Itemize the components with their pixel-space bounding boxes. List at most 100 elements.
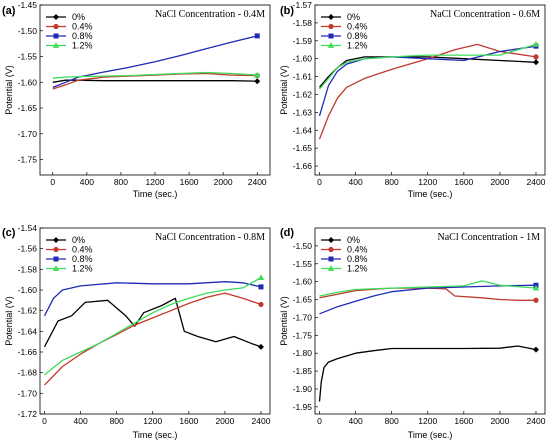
series-end-marker <box>257 343 264 350</box>
x-axis-label: Time (sec.) <box>408 189 453 199</box>
x-tick-label: 1600 <box>454 416 473 426</box>
series-line <box>319 43 537 90</box>
y-tick-label: -1.61 <box>293 72 313 82</box>
panel-c: (c) NaCl Concentration - 0.8M Time (sec.… <box>2 223 271 440</box>
series-end-marker <box>532 346 539 353</box>
legend-label: 0.8% <box>347 254 368 264</box>
legend-label: 1.2% <box>347 41 368 51</box>
legend-marker <box>53 256 59 262</box>
legend-marker <box>53 33 59 39</box>
x-tick-label: 2400 <box>248 177 267 187</box>
legend-marker <box>327 42 335 48</box>
legend-label: 0.8% <box>72 254 93 264</box>
panel-label: (a) <box>2 5 16 17</box>
x-tick-label: 2000 <box>490 177 509 187</box>
y-tick-label: -1.66 <box>293 161 313 171</box>
y-ticks: -1.66 -1.65 -1.64 -1.63 -1.62 -1.61 -1.60 -1.59… <box>293 0 318 171</box>
y-tick-label: -1.50 <box>293 241 313 251</box>
x-ticks: 0 400 800 1200 1600 2000 2400 <box>317 172 546 187</box>
series-end-marker <box>254 71 261 78</box>
legend-marker <box>328 246 334 253</box>
x-tick-label: 1200 <box>418 177 437 187</box>
x-tick-label: 2000 <box>215 416 234 426</box>
x-tick-label: 1600 <box>454 177 473 187</box>
series-line <box>43 281 262 317</box>
series-end-marker <box>532 284 540 291</box>
legend-label: 0% <box>347 12 360 22</box>
y-tick-label: -1.55 <box>18 52 38 62</box>
y-tick-label: -1.60 <box>293 54 313 64</box>
series-line <box>52 71 258 79</box>
series-group <box>52 33 261 90</box>
y-tick-label: -1.60 <box>18 77 38 87</box>
y-tick-label: -1.62 <box>18 306 38 316</box>
series-end-marker <box>254 33 260 39</box>
y-tick-label: -1.64 <box>293 125 313 135</box>
legend-marker <box>327 265 335 271</box>
series-line <box>52 35 258 89</box>
series-end-marker <box>533 297 539 303</box>
legend-label: 0.8% <box>72 31 93 41</box>
x-axis-label: Time (sec.) <box>133 430 178 440</box>
series-line <box>44 292 262 386</box>
panel-label: (d) <box>280 227 294 239</box>
x-tick-label: 0 <box>317 416 322 426</box>
legend-marker <box>52 42 60 48</box>
series-line <box>44 277 262 376</box>
y-ticks: -1.75 -1.70 -1.65 -1.60 -1.55 -1.50 -1.45 <box>18 0 43 165</box>
y-tick-label: -1.65 <box>293 143 313 153</box>
series-end-marker <box>532 59 539 66</box>
y-tick-label: -1.85 <box>293 366 313 376</box>
y-tick-label: -1.70 <box>18 129 38 139</box>
legend: 0%0.4%0.8%1.2% <box>46 235 93 274</box>
y-axis-label: Potential (V) <box>4 65 14 115</box>
y-tick-label: -1.75 <box>18 155 38 165</box>
legend-label: 0% <box>347 235 360 245</box>
y-tick-label: -1.59 <box>293 36 313 46</box>
legend-marker <box>328 14 334 20</box>
x-tick-label: 1600 <box>179 416 198 426</box>
legend-marker <box>53 246 59 253</box>
x-tick-label: 2400 <box>527 177 546 187</box>
legend: 0%0.4%0.8%1.2% <box>321 235 368 274</box>
x-tick-label: 800 <box>385 177 399 187</box>
y-tick-label: -1.60 <box>18 285 38 295</box>
series-line <box>319 280 537 297</box>
y-tick-label: -1.58 <box>18 264 38 274</box>
series-group <box>318 41 540 140</box>
y-tick-label: -1.62 <box>293 89 313 99</box>
panel-a: (a) NaCl Concentration - 0.4M Time (sec.… <box>2 0 271 199</box>
legend-label: 0.4% <box>72 245 93 255</box>
legend-marker <box>328 256 334 262</box>
y-tick-label: -1.68 <box>18 368 38 378</box>
series-line <box>318 345 537 402</box>
panel-b: (b) NaCl Concentration - 0.6M Time (sec.… <box>279 0 546 199</box>
x-tick-label: 400 <box>348 177 362 187</box>
y-ticks: -1.72 -1.70 -1.68 -1.66 -1.64 -1.62 -1.60 -1.58… <box>18 223 43 419</box>
x-tick-label: 400 <box>348 416 362 426</box>
y-tick-label: -1.80 <box>293 348 313 358</box>
y-tick-label: -1.66 <box>18 347 38 357</box>
series-end-marker <box>258 301 264 308</box>
y-tick-label: -1.63 <box>293 107 313 117</box>
x-tick-label: 2400 <box>527 416 546 426</box>
panel-label: (c) <box>2 227 16 239</box>
y-tick-label: -1.57 <box>293 0 313 10</box>
y-tick-label: -1.54 <box>18 223 38 233</box>
x-tick-label: 1200 <box>418 416 437 426</box>
legend-label: 1.2% <box>347 264 368 274</box>
legend: 0%0.4%0.8%1.2% <box>321 12 368 51</box>
x-ticks: 0 400 800 1200 1600 2000 2400 <box>42 411 271 426</box>
panel-label: (b) <box>280 5 294 17</box>
legend-marker <box>328 23 334 30</box>
series-line <box>319 287 536 301</box>
panel-title: NaCl Concentration - 0.4M <box>155 9 265 20</box>
legend-label: 0% <box>72 12 85 22</box>
panel-title: NaCl Concentration - 0.6M <box>430 9 540 20</box>
y-tick-label: -1.65 <box>293 295 313 305</box>
legend-marker <box>328 33 334 39</box>
y-tick-label: -1.72 <box>18 409 38 419</box>
x-ticks: 0 400 800 1200 1600 2000 2400 <box>50 172 267 187</box>
y-tick-label: -1.50 <box>18 26 38 36</box>
y-tick-label: -1.60 <box>293 277 313 287</box>
